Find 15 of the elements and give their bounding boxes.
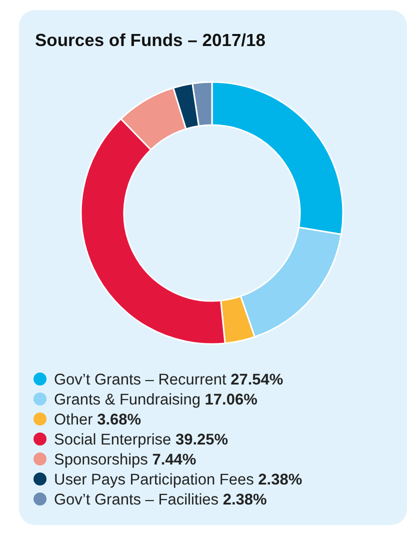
chart-title: Sources of Funds – 2017/18 xyxy=(35,30,266,50)
data-label: 3.68% xyxy=(92,412,142,428)
data-label: 27.54% xyxy=(226,372,284,388)
legend-label: Gov’t Grants – Facilities xyxy=(54,492,219,508)
data-label: 7.44% xyxy=(148,452,196,468)
legend-label: Sponsorships xyxy=(54,452,148,468)
legend-label: Grants & Fundraising xyxy=(54,392,200,408)
legend-label: Other xyxy=(54,412,93,428)
data-label: 2.38% xyxy=(218,492,268,508)
data-label: 2.38% xyxy=(254,472,302,488)
legend-label: User Pays Participation Fees xyxy=(54,472,254,488)
legend-label: Gov’t Grants – Recurrent xyxy=(54,372,226,388)
legend-label: Social Enterprise xyxy=(54,432,172,448)
data-label: 17.06% xyxy=(200,392,258,408)
data-label: 39.25% xyxy=(171,432,228,448)
